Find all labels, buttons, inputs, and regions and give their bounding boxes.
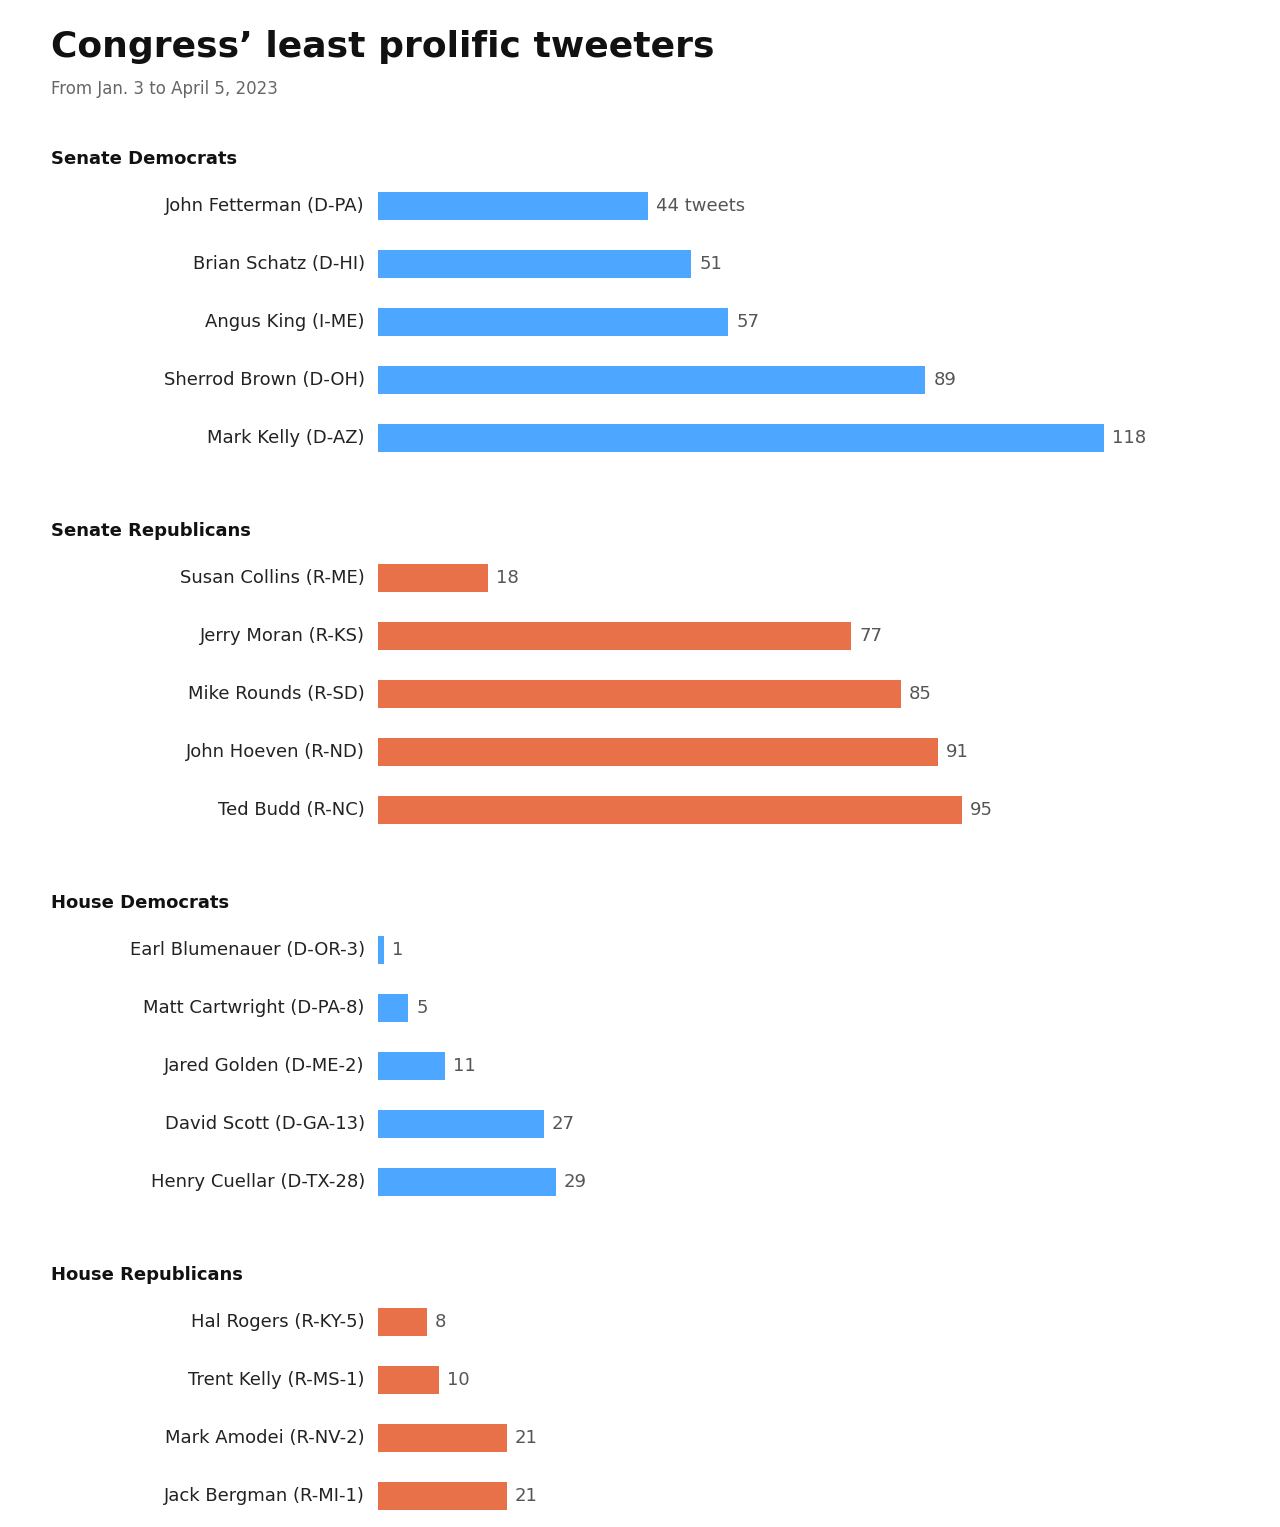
Text: Ted Budd (R-NC): Ted Budd (R-NC) [218, 802, 365, 818]
Bar [378, 425, 1103, 452]
Bar [378, 563, 489, 592]
Text: 91: 91 [946, 744, 969, 760]
Text: Jack Bergman (R-MI-1): Jack Bergman (R-MI-1) [164, 1487, 365, 1506]
Text: Senate Republicans: Senate Republicans [51, 522, 251, 541]
Text: 51: 51 [699, 255, 722, 273]
Text: From Jan. 3 to April 5, 2023: From Jan. 3 to April 5, 2023 [51, 79, 278, 98]
Text: House Republicans: House Republicans [51, 1266, 243, 1284]
Bar [378, 994, 408, 1022]
Text: Trent Kelly (R-MS-1): Trent Kelly (R-MS-1) [188, 1371, 365, 1390]
Text: 85: 85 [909, 686, 932, 702]
Text: 21: 21 [515, 1487, 538, 1506]
Bar [378, 250, 691, 278]
Bar [378, 621, 851, 651]
Text: 118: 118 [1112, 429, 1146, 447]
Text: 27: 27 [552, 1115, 575, 1133]
Bar [378, 680, 901, 709]
Text: Henry Cuellar (D-TX-28): Henry Cuellar (D-TX-28) [151, 1173, 365, 1191]
Text: 57: 57 [736, 313, 759, 331]
Bar [378, 1425, 507, 1452]
Text: 89: 89 [933, 371, 956, 389]
Bar [378, 308, 728, 336]
Bar [378, 738, 937, 767]
Text: David Scott (D-GA-13): David Scott (D-GA-13) [165, 1115, 365, 1133]
Text: Mark Kelly (D-AZ): Mark Kelly (D-AZ) [207, 429, 365, 447]
Bar [378, 936, 384, 964]
Text: John Fetterman (D-PA): John Fetterman (D-PA) [165, 197, 365, 215]
Text: 10: 10 [447, 1371, 470, 1390]
Text: Jared Golden (D-ME-2): Jared Golden (D-ME-2) [164, 1057, 365, 1075]
Text: 29: 29 [564, 1173, 588, 1191]
Text: Angus King (I-ME): Angus King (I-ME) [205, 313, 365, 331]
Bar [378, 1483, 507, 1510]
Text: Senate Democrats: Senate Democrats [51, 150, 237, 168]
Text: Mike Rounds (R-SD): Mike Rounds (R-SD) [188, 686, 365, 702]
Text: Susan Collins (R-ME): Susan Collins (R-ME) [180, 570, 365, 586]
Text: 77: 77 [859, 628, 882, 644]
Bar [378, 1052, 445, 1080]
Text: House Democrats: House Democrats [51, 893, 229, 912]
Text: 8: 8 [435, 1313, 447, 1332]
Text: Matt Cartwright (D-PA-8): Matt Cartwright (D-PA-8) [143, 999, 365, 1017]
Bar [378, 1367, 439, 1394]
Text: 44 tweets: 44 tweets [657, 197, 745, 215]
Bar [378, 1168, 556, 1196]
Bar [378, 192, 649, 220]
Text: 1: 1 [392, 941, 403, 959]
Bar [378, 1309, 426, 1336]
Text: Earl Blumenauer (D-OR-3): Earl Blumenauer (D-OR-3) [129, 941, 365, 959]
Text: Jerry Moran (R-KS): Jerry Moran (R-KS) [200, 628, 365, 644]
Text: 18: 18 [497, 570, 520, 586]
Text: 11: 11 [453, 1057, 476, 1075]
Text: 21: 21 [515, 1429, 538, 1448]
Text: 5: 5 [416, 999, 428, 1017]
Bar [378, 1110, 544, 1138]
Text: Hal Rogers (R-KY-5): Hal Rogers (R-KY-5) [191, 1313, 365, 1332]
Text: Congress’ least prolific tweeters: Congress’ least prolific tweeters [51, 31, 714, 64]
Text: Brian Schatz (D-HI): Brian Schatz (D-HI) [193, 255, 365, 273]
Text: Sherrod Brown (D-OH): Sherrod Brown (D-OH) [164, 371, 365, 389]
Bar [378, 366, 925, 394]
Text: John Hoeven (R-ND): John Hoeven (R-ND) [186, 744, 365, 760]
Bar [378, 796, 963, 825]
Text: Mark Amodei (R-NV-2): Mark Amodei (R-NV-2) [165, 1429, 365, 1448]
Text: 95: 95 [970, 802, 993, 818]
